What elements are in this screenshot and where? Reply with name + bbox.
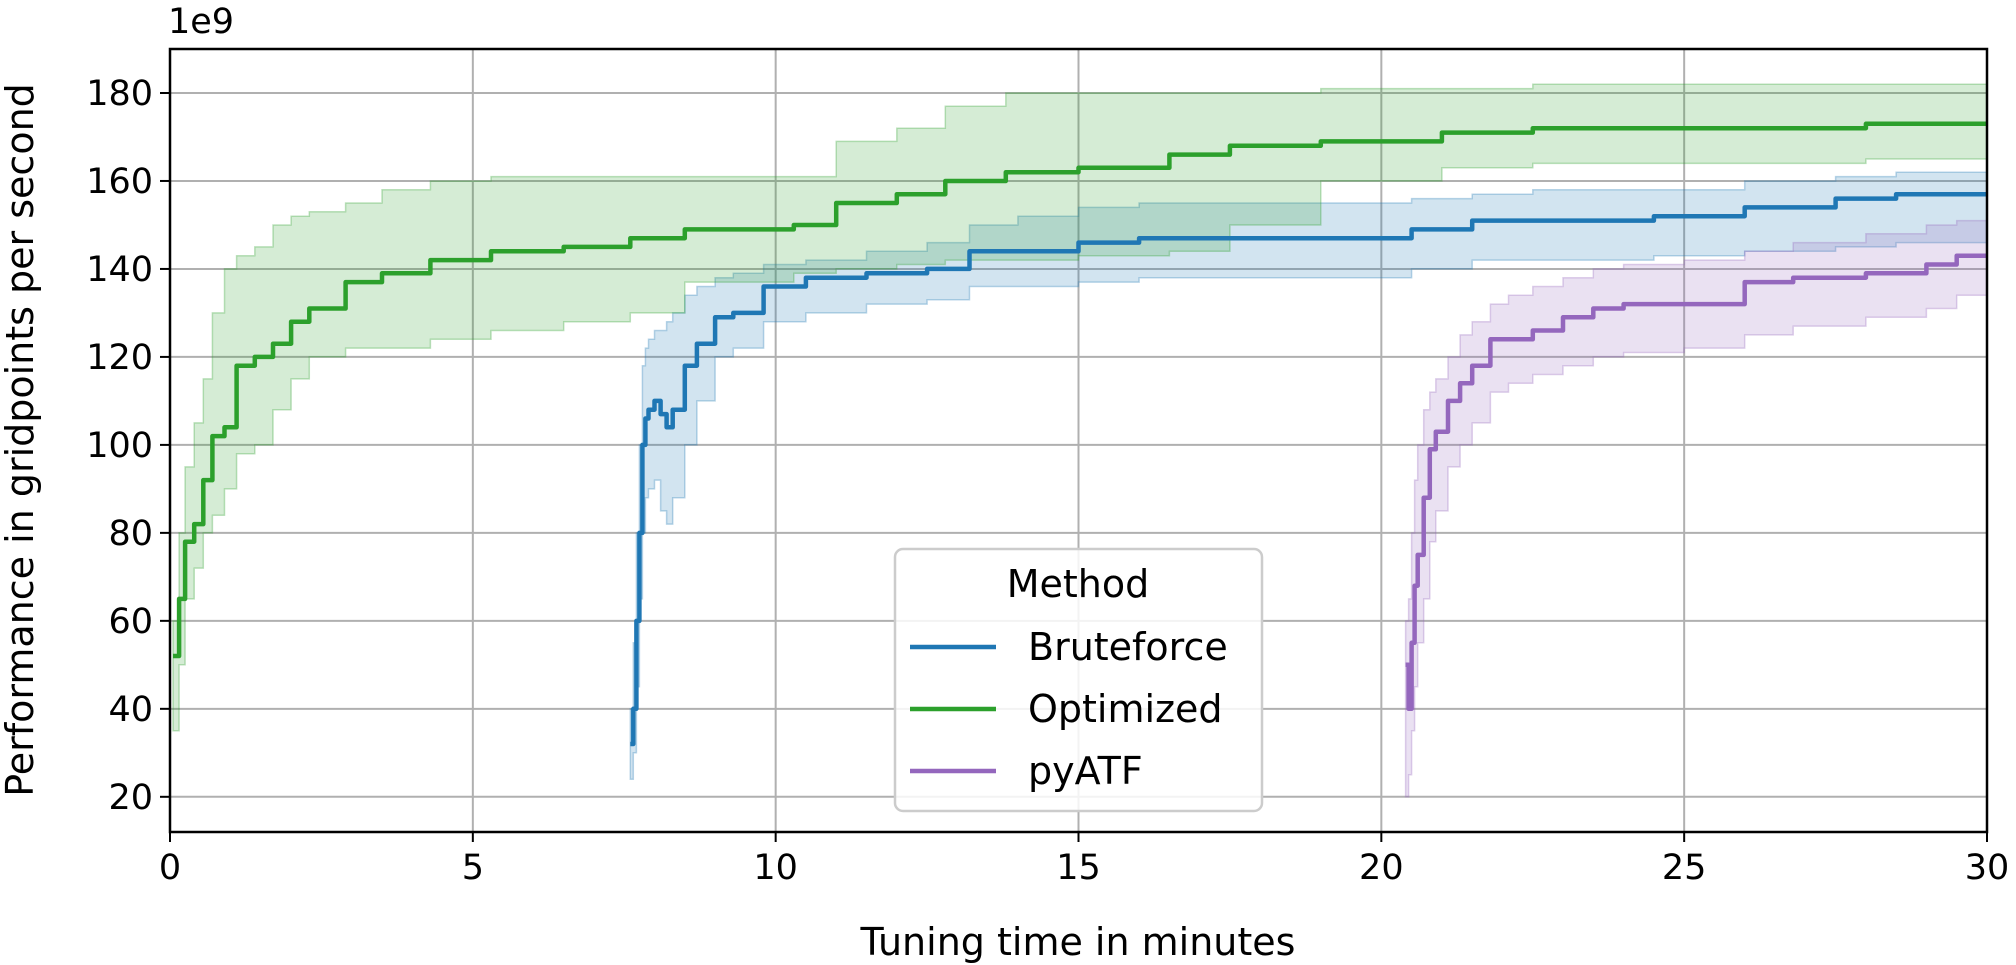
x-tick-label: 0 xyxy=(159,848,181,888)
y-tick-label: 180 xyxy=(86,74,153,114)
x-tick-label: 20 xyxy=(1359,848,1404,888)
x-tick-label: 30 xyxy=(1965,848,2010,888)
y-tick-label: 160 xyxy=(86,162,153,202)
bruteforce-line xyxy=(630,191,1987,747)
legend: Method Bruteforce Optimized pyATF xyxy=(893,547,1264,813)
x-tick-label: 25 xyxy=(1662,848,1707,888)
x-tick-label: 15 xyxy=(1056,848,1101,888)
y-tick-label: 60 xyxy=(108,602,153,642)
legend-title: Method xyxy=(1007,562,1150,606)
legend-label-optimized: Optimized xyxy=(1028,687,1223,731)
y-axis-label: Performance in gridpoints per second xyxy=(0,83,42,797)
x-tick-label: 10 xyxy=(753,848,798,888)
x-tick-label: 5 xyxy=(462,848,484,888)
series-lines xyxy=(173,121,1987,747)
x-axis-label: Tuning time in minutes xyxy=(860,920,1296,964)
y-offset-label: 1e9 xyxy=(168,2,234,42)
pyatf-line xyxy=(1405,253,1987,712)
y-tick-label: 140 xyxy=(86,250,153,290)
legend-box xyxy=(893,547,1264,813)
legend-label-pyatf: pyATF xyxy=(1028,749,1143,793)
y-tick-label: 100 xyxy=(86,426,153,466)
y-tick-label: 40 xyxy=(108,690,153,730)
legend-label-bruteforce: Bruteforce xyxy=(1028,625,1228,669)
y-tick-label: 20 xyxy=(108,778,153,818)
y-tick-label: 120 xyxy=(86,338,153,378)
optimized-line xyxy=(173,121,1987,659)
axis-ticks: 0 5 10 15 20 25 30 20 40 60 80 100 120 140 160 180 xyxy=(86,74,2009,888)
y-tick-label: 80 xyxy=(108,514,153,554)
